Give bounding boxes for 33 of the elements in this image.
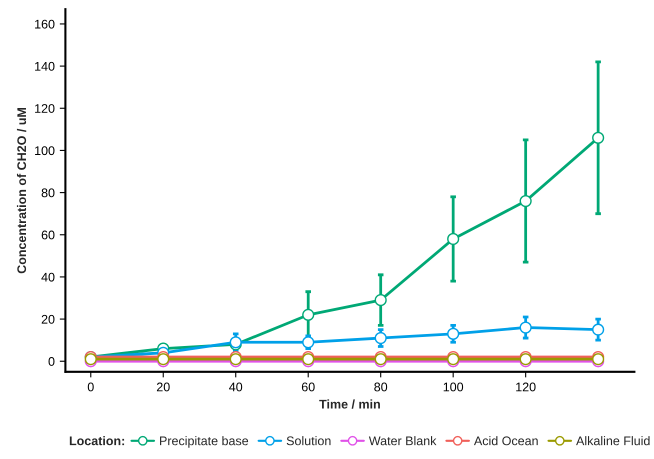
point [447,328,460,340]
point [374,332,387,344]
y-tick-label: 120 [35,104,54,113]
y-tick-label: 40 [41,272,54,282]
point [447,232,460,246]
legend-label: Solution [286,436,331,446]
y-tick-label: 140 [35,62,54,71]
y-tick-label: 80 [42,188,54,198]
point [592,324,604,336]
y-axis-title: Concentration of CH2O / uM [16,108,26,274]
legend-title: Location: [70,436,124,446]
x-tick-label: 100 [444,382,464,392]
x-tick-label: 0 [88,382,94,392]
y-tick-label: 100 [35,146,54,156]
x-tick-label: 60 [302,382,315,392]
x-tick-label: 20 [156,382,170,392]
y-tick-label: 0 [48,357,54,366]
point [520,194,532,208]
legend-label: Water Blank [368,436,436,446]
x-tick-label: 120 [516,382,536,392]
y-tick-label: 20 [42,314,54,324]
legend-label: Acid Ocean [474,436,538,446]
y-tick-label: 60 [42,230,54,240]
legend-label: Alkaline Fluid [576,436,650,446]
x-tick-label: 40 [229,382,242,392]
x-axis-title: Time / min [319,399,380,409]
point [592,132,604,144]
legend-label: Precipitate base [160,436,248,448]
point [374,294,387,306]
point [302,308,314,321]
x-tick-label: 80 [374,382,388,392]
point [520,321,532,334]
y-tick-label: 160 [35,20,54,29]
